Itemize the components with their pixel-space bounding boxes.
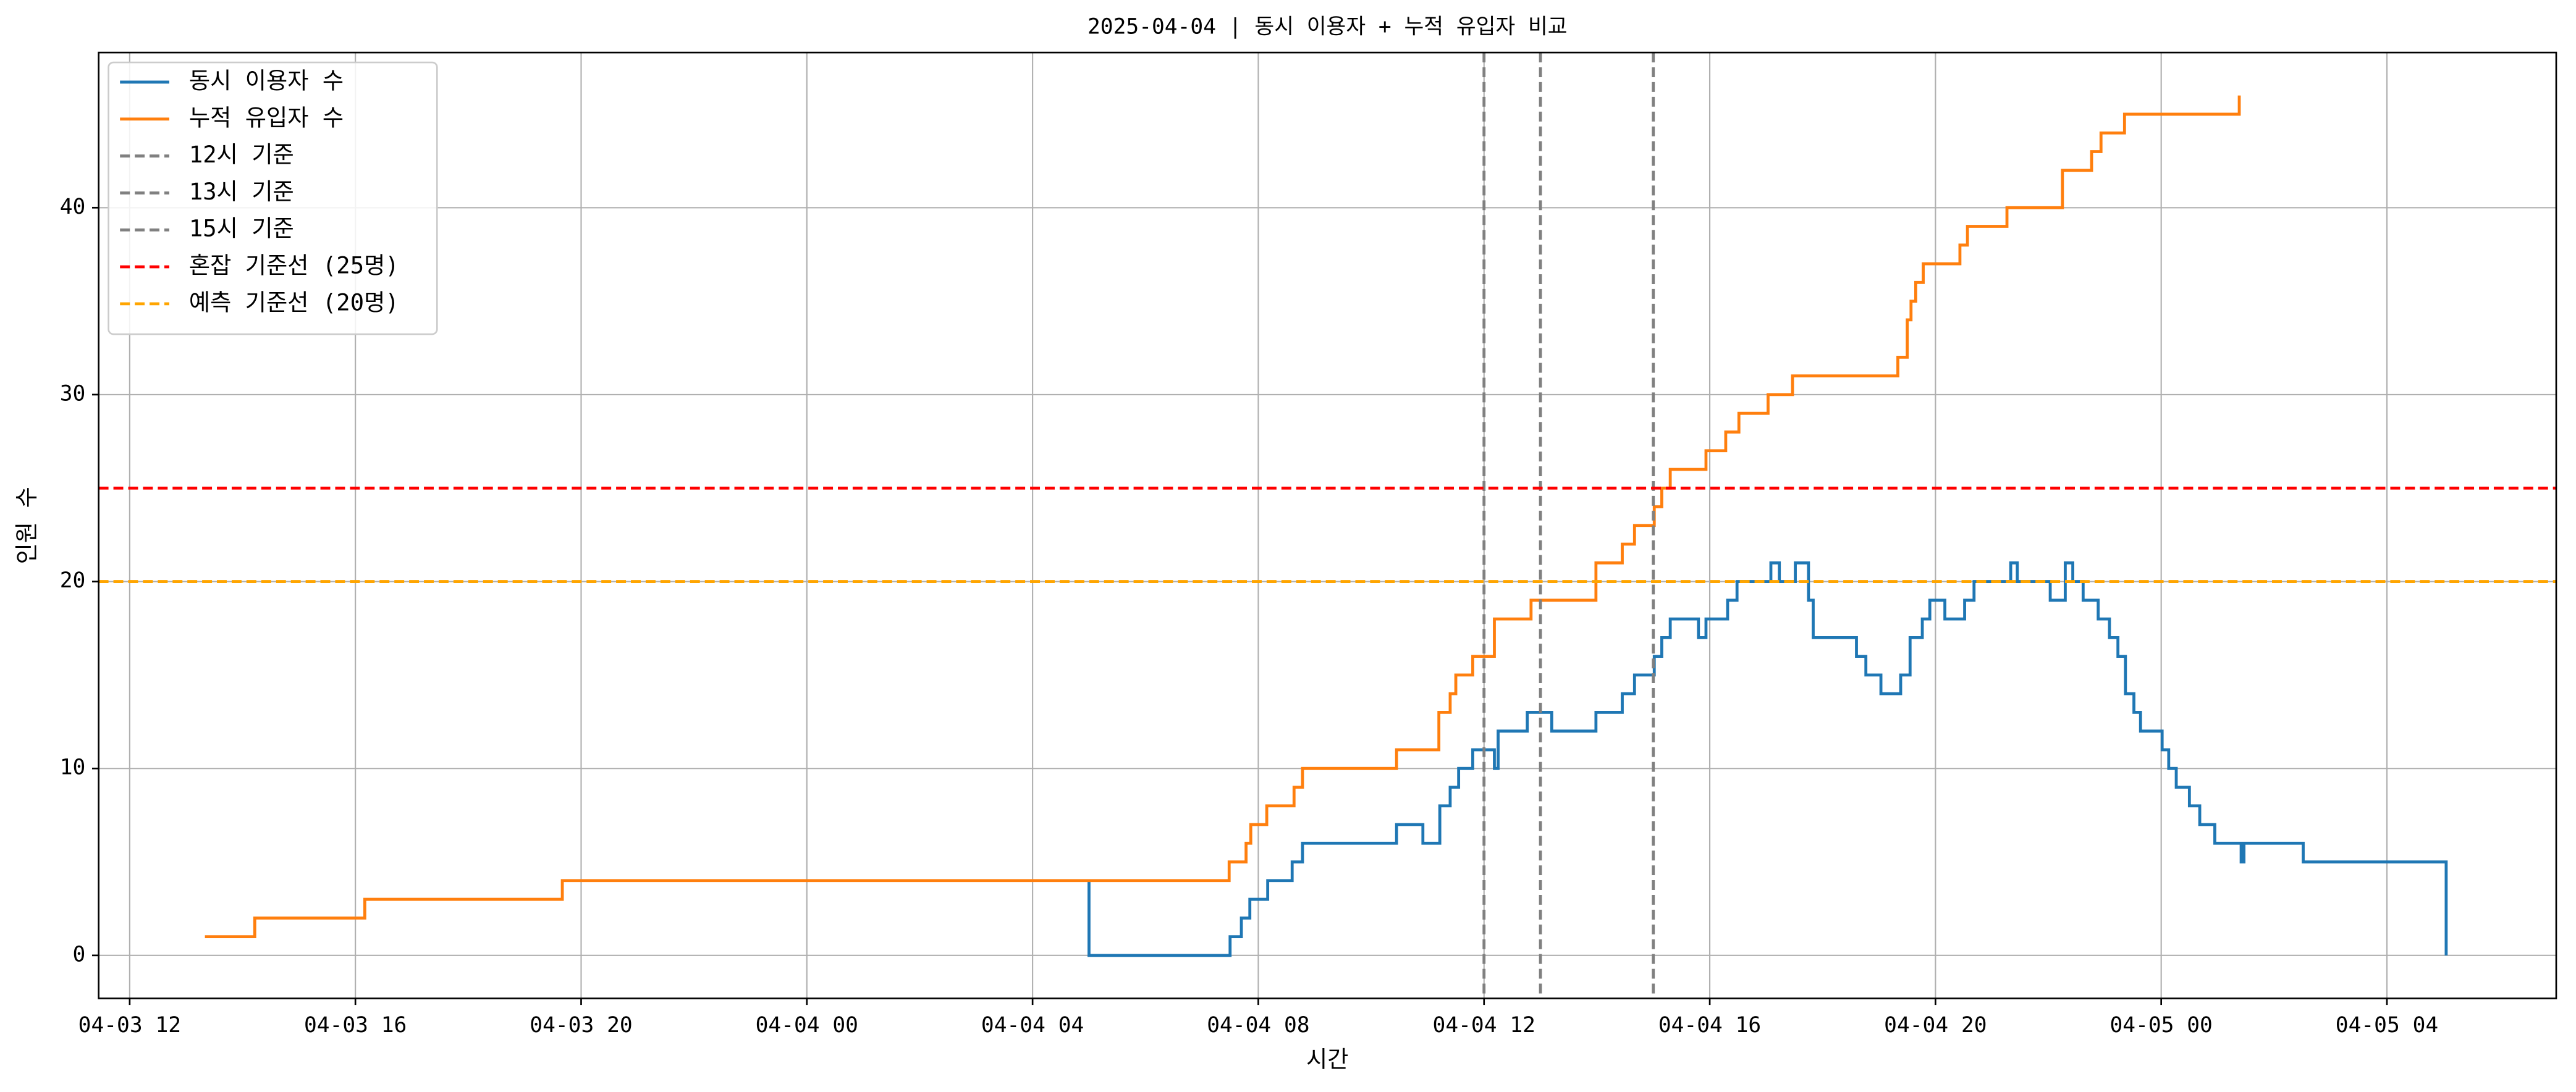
plot-frame (98, 51, 2557, 999)
legend-label: 예측 기준선 (20명) (189, 288, 399, 316)
legend-label: 15시 기준 (189, 215, 294, 242)
x-tick-label: 04-04 20 (1884, 1013, 1987, 1038)
x-tick-label: 04-05 04 (2336, 1013, 2438, 1038)
legend-label: 동시 이용자 수 (189, 67, 344, 94)
step-line (1087, 561, 2448, 957)
legend-label: 12시 기준 (189, 141, 294, 168)
legend-label: 누적 유입자 수 (189, 104, 344, 131)
y-tick-label: 30 (60, 381, 86, 406)
y-axis-label: 인원 수 (13, 487, 40, 564)
x-tick-label: 04-04 08 (1207, 1013, 1309, 1038)
x-tick-label: 04-03 16 (304, 1013, 407, 1038)
x-tick-label: 04-04 00 (756, 1013, 858, 1038)
x-tick-label: 04-05 00 (2109, 1013, 2212, 1038)
x-tick-label: 04-04 12 (1433, 1013, 1535, 1038)
legend-box (108, 61, 438, 335)
step-line (205, 95, 2241, 938)
plot-area (98, 52, 2556, 999)
x-tick-label: 04-03 20 (530, 1013, 632, 1038)
y-tick-label: 10 (60, 755, 86, 780)
y-tick-label: 0 (73, 942, 86, 967)
chart-title: 2025-04-04 | 동시 이용자 + 누적 유입자 비교 (1087, 15, 1568, 40)
x-tick-label: 04-04 04 (981, 1013, 1084, 1038)
x-axis-label: 시간 (1306, 1046, 1348, 1073)
legend-label: 13시 기준 (189, 178, 294, 205)
x-tick-label: 04-03 12 (78, 1013, 181, 1038)
legend-label: 혼잡 기준선 (25명) (189, 252, 399, 279)
y-tick-label: 20 (60, 568, 86, 593)
x-tick-label: 04-04 16 (1658, 1013, 1761, 1038)
y-tick-label: 40 (60, 195, 86, 219)
